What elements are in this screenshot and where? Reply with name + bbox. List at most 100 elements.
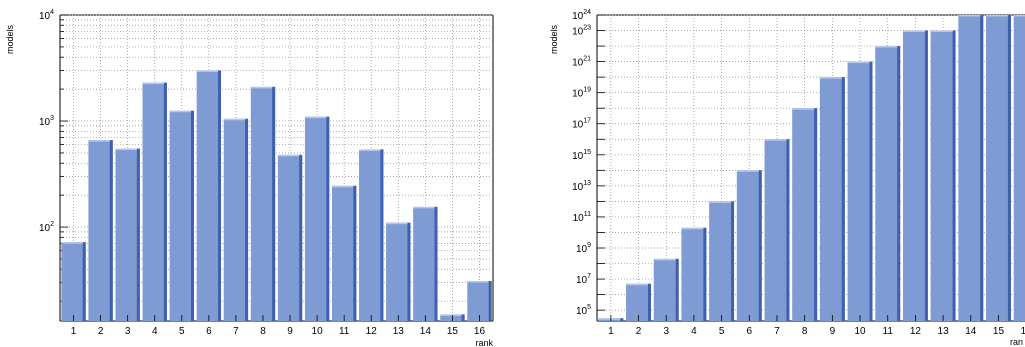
bar-highlight-5 [169, 110, 191, 113]
x-tick-label: 5 [179, 326, 185, 337]
bar-11 [331, 185, 357, 321]
x-tick-label: 11 [339, 326, 350, 337]
bar-edge-7 [245, 118, 249, 321]
bar-highlight-12 [902, 30, 925, 33]
bar-edge-7 [786, 139, 790, 321]
bar-edge-12 [380, 149, 384, 321]
x-tick-label: 12 [910, 326, 922, 337]
bar-highlight-1 [598, 318, 621, 320]
y-tick-label: 103 [39, 115, 54, 128]
bar-highlight-3 [653, 258, 676, 261]
bar-16 [467, 280, 492, 321]
y-tick-label: 1019 [572, 87, 591, 100]
x-tick-label: 11 [883, 326, 894, 337]
bar-highlight-12 [359, 149, 381, 151]
y-tick-label: 1011 [573, 211, 591, 224]
x-tick-label: 8 [260, 326, 266, 337]
bar-12 [902, 30, 928, 321]
bar-highlight-1 [61, 242, 83, 244]
bar-highlight-9 [277, 154, 300, 157]
bar-edge-1 [620, 318, 624, 321]
bar-highlight-13 [930, 30, 953, 33]
bar-highlight-11 [331, 185, 354, 188]
bar-7 [764, 139, 790, 321]
bar-edge-13 [952, 30, 956, 321]
bar-6 [736, 170, 762, 321]
bar-highlight-4 [142, 82, 164, 85]
bar-highlight-15 [440, 314, 462, 316]
bar-highlight-2 [88, 140, 110, 142]
bar-edge-14 [434, 206, 438, 321]
bar-highlight-7 [223, 118, 246, 121]
bar-highlight-10 [847, 61, 870, 64]
x-tick-label: 8 [802, 326, 808, 337]
y-tick-label: 109 [576, 242, 591, 255]
bar-edge-12 [924, 30, 928, 321]
y-axis-label: models [549, 25, 559, 55]
y-tick-label: 102 [39, 221, 54, 234]
bar-5 [709, 201, 735, 321]
x-tick-label: 3 [125, 326, 131, 337]
bar-highlight-16 [467, 280, 489, 283]
bar-highlight-6 [736, 170, 759, 172]
y-tick-label: 105 [576, 304, 591, 317]
bar-4 [142, 82, 167, 321]
bar-edge-10 [326, 116, 330, 322]
x-tick-label: 16 [1021, 326, 1025, 337]
bar-4 [681, 227, 707, 321]
x-tick-label: 14 [965, 326, 977, 337]
bar-highlight-3 [115, 148, 137, 151]
bar-14 [958, 15, 984, 321]
bar-edge-6 [758, 170, 762, 321]
x-tick-label: 1 [71, 326, 77, 337]
bar-highlight-7 [764, 139, 787, 141]
x-tick-label: 14 [420, 326, 432, 337]
bar-highlight-14 [958, 15, 981, 17]
y-tick-label: 1017 [572, 118, 591, 131]
bar-6 [196, 70, 222, 322]
bar-7 [223, 118, 249, 321]
bar-highlight-13 [386, 222, 408, 225]
bar-highlight-11 [875, 46, 898, 48]
x-tick-label: 12 [366, 326, 378, 337]
bar-highlight-8 [250, 86, 273, 89]
bar-edge-15 [1007, 15, 1011, 321]
bar-3 [653, 258, 679, 321]
bar-8 [792, 108, 818, 321]
bar-12 [359, 149, 384, 321]
y-tick-label: 1013 [572, 180, 591, 193]
bar-8 [250, 86, 276, 322]
bar-13 [386, 222, 411, 321]
x-tick-label: 10 [312, 326, 324, 337]
x-tick-label: 6 [206, 326, 212, 337]
bar-edge-3 [136, 148, 140, 321]
x-axis-label: ran [1010, 337, 1023, 347]
x-tick-label: 7 [774, 326, 780, 337]
bar-edge-15 [461, 314, 465, 321]
x-tick-label: 13 [393, 326, 405, 337]
chart-right: 1234567891011121314151610510710910111013… [549, 9, 1025, 347]
bar-edge-9 [841, 77, 845, 322]
bar-edge-3 [675, 258, 679, 321]
bar-edge-8 [814, 108, 818, 321]
bar-2 [626, 283, 651, 321]
y-tick-label: 1024 [572, 9, 591, 22]
x-tick-label: 9 [287, 326, 293, 337]
bar-15 [986, 15, 1011, 321]
bar-edge-13 [407, 222, 411, 321]
y-tick-label: 104 [39, 9, 54, 22]
bar-edge-4 [703, 227, 707, 321]
bar-edge-11 [897, 46, 901, 321]
bar-edge-5 [731, 201, 735, 321]
bar-10 [304, 116, 330, 322]
x-tick-label: 10 [854, 326, 866, 337]
bar-highlight-9 [819, 77, 842, 79]
bar-edge-11 [353, 185, 357, 321]
bar-16 [1013, 15, 1025, 321]
x-tick-label: 13 [938, 326, 950, 337]
bar-highlight-8 [792, 108, 815, 110]
bar-9 [277, 154, 303, 321]
bar-edge-10 [869, 61, 873, 322]
bar-13 [930, 30, 956, 321]
